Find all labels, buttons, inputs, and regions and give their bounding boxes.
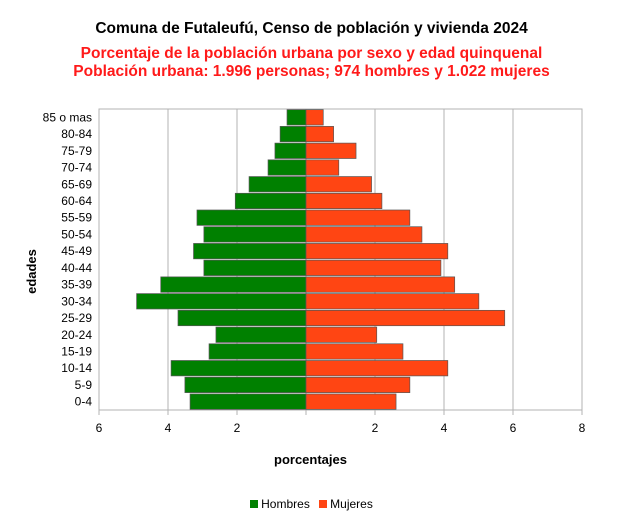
bar-mujeres-16 [305, 126, 334, 143]
bar-mujeres-7 [305, 276, 456, 293]
bar-hombres-11 [196, 209, 307, 226]
legend-item-hombres: Hombres [250, 497, 310, 511]
bar-hombres-8 [203, 259, 307, 276]
y-tick-label-4: 20-24 [61, 328, 92, 342]
y-tick-label-8: 40-44 [61, 261, 92, 275]
x-tick-label-7: 8 [579, 421, 586, 435]
bar-mujeres-6 [305, 293, 480, 310]
bar-mujeres-12 [305, 192, 383, 210]
legend-label-hombres: Hombres [261, 497, 310, 511]
bar-hombres-6 [136, 293, 307, 310]
legend-item-mujeres: Mujeres [319, 497, 373, 511]
bar-hombres-16 [279, 126, 307, 143]
legend-swatch-mujeres [319, 500, 328, 508]
bar-hombres-1 [184, 376, 307, 393]
bar-hombres-4 [215, 326, 307, 343]
y-tick-label-14: 70-74 [61, 161, 92, 175]
bar-mujeres-10 [305, 226, 423, 243]
y-tick-label-6: 30-34 [61, 294, 92, 308]
x-axis-label: porcentajes [274, 452, 347, 467]
legend-swatch-hombres [250, 500, 259, 508]
bar-mujeres-11 [305, 209, 411, 226]
x-tick-label-2: 2 [234, 421, 241, 435]
y-tick-label-13: 65-69 [61, 177, 92, 191]
bar-mujeres-17 [305, 109, 324, 126]
y-tick-label-16: 80-84 [61, 127, 92, 141]
bar-hombres-9 [193, 243, 307, 260]
y-tick-label-9: 45-49 [61, 244, 92, 258]
y-tick-label-1: 5-9 [75, 378, 93, 392]
bar-mujeres-3 [305, 343, 404, 360]
bar-mujeres-4 [305, 326, 378, 343]
bar-mujeres-15 [305, 142, 357, 159]
bar-mujeres-8 [305, 259, 442, 276]
bar-mujeres-1 [305, 376, 411, 393]
bar-mujeres-13 [305, 176, 372, 193]
y-tick-label-17: 85 o mas [43, 110, 92, 124]
legend-label-mujeres: Mujeres [330, 497, 373, 511]
bar-mujeres-5 [305, 309, 506, 327]
bar-hombres-12 [234, 192, 307, 210]
y-tick-label-15: 75-79 [61, 144, 92, 158]
bar-hombres-15 [274, 142, 307, 159]
bar-hombres-5 [177, 309, 307, 327]
y-tick-label-2: 10-14 [61, 361, 92, 375]
x-tick-label-0: 6 [96, 421, 103, 435]
bar-mujeres-0 [305, 393, 397, 410]
bar-hombres-0 [189, 393, 307, 410]
bar-mujeres-9 [305, 243, 449, 260]
y-tick-label-10: 50-54 [61, 227, 92, 241]
chart-subtitle-1: Porcentaje de la población urbana por se… [80, 45, 543, 62]
y-tick-label-3: 15-19 [61, 344, 92, 358]
y-tick-label-7: 35-39 [61, 278, 92, 292]
y-tick-label-12: 60-64 [61, 194, 92, 208]
y-tick-label-11: 55-59 [61, 211, 92, 225]
x-tick-label-5: 4 [441, 421, 448, 435]
bar-mujeres-14 [305, 159, 340, 176]
y-tick-label-5: 25-29 [61, 311, 92, 325]
bar-hombres-7 [160, 276, 307, 293]
bar-hombres-3 [208, 343, 307, 360]
chart-title: Comuna de Futaleufú, Censo de población … [95, 20, 528, 37]
y-tick-label-0: 0-4 [75, 395, 93, 409]
bar-hombres-13 [248, 176, 307, 193]
x-tick-label-1: 4 [165, 421, 172, 435]
legend: Hombres Mujeres [0, 497, 623, 511]
x-tick-label-4: 2 [372, 421, 379, 435]
bar-hombres-14 [267, 159, 307, 176]
bar-hombres-2 [170, 360, 307, 377]
bar-hombres-10 [203, 226, 307, 243]
y-axis-label: edades [24, 249, 39, 294]
bar-mujeres-2 [305, 360, 449, 377]
x-tick-label-6: 6 [510, 421, 517, 435]
bar-hombres-17 [286, 109, 307, 126]
chart-subtitle-2: Población urbana: 1.996 personas; 974 ho… [73, 63, 550, 80]
